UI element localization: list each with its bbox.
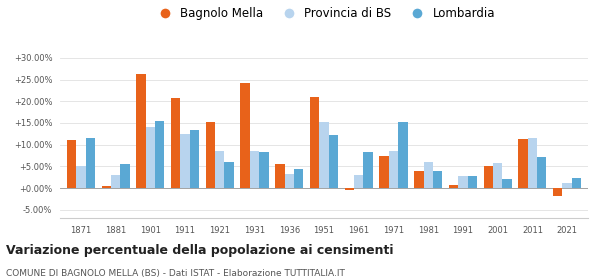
Bar xyxy=(553,188,562,196)
Text: COMUNE DI BAGNOLO MELLA (BS) - Dati ISTAT - Elaborazione TUTTITALIA.IT: COMUNE DI BAGNOLO MELLA (BS) - Dati ISTA… xyxy=(6,269,345,278)
Bar xyxy=(224,162,234,188)
Bar xyxy=(518,139,528,188)
Bar xyxy=(344,188,354,190)
Bar xyxy=(449,185,458,188)
Bar xyxy=(190,130,199,188)
Bar xyxy=(181,134,190,188)
Bar xyxy=(171,98,181,188)
Bar xyxy=(86,138,95,188)
Bar xyxy=(319,122,329,188)
Bar xyxy=(120,164,130,188)
Bar xyxy=(379,156,389,188)
Bar xyxy=(241,83,250,188)
Bar xyxy=(136,74,146,188)
Bar xyxy=(275,164,284,188)
Bar xyxy=(424,162,433,188)
Bar xyxy=(364,152,373,188)
Bar xyxy=(67,140,76,188)
Bar xyxy=(206,122,215,188)
Bar xyxy=(433,171,442,188)
Bar xyxy=(259,152,269,188)
Bar xyxy=(354,175,364,188)
Bar xyxy=(467,176,477,188)
Bar xyxy=(458,176,467,188)
Bar xyxy=(389,151,398,188)
Text: Variazione percentuale della popolazione ai censimenti: Variazione percentuale della popolazione… xyxy=(6,244,394,256)
Bar xyxy=(146,127,155,188)
Bar xyxy=(562,183,572,188)
Bar xyxy=(528,138,537,188)
Bar xyxy=(329,135,338,188)
Bar xyxy=(250,151,259,188)
Bar xyxy=(493,163,502,188)
Bar xyxy=(502,179,512,188)
Bar xyxy=(284,174,294,188)
Bar xyxy=(310,97,319,188)
Legend: Bagnolo Mella, Provincia di BS, Lombardia: Bagnolo Mella, Provincia di BS, Lombardi… xyxy=(148,2,500,25)
Bar xyxy=(111,175,120,188)
Bar xyxy=(484,166,493,188)
Bar xyxy=(414,171,424,188)
Bar xyxy=(215,151,224,188)
Bar xyxy=(294,169,304,188)
Bar xyxy=(155,121,164,188)
Bar xyxy=(537,157,547,188)
Bar xyxy=(572,178,581,188)
Bar xyxy=(76,166,86,188)
Bar xyxy=(398,122,407,188)
Bar xyxy=(101,186,111,188)
